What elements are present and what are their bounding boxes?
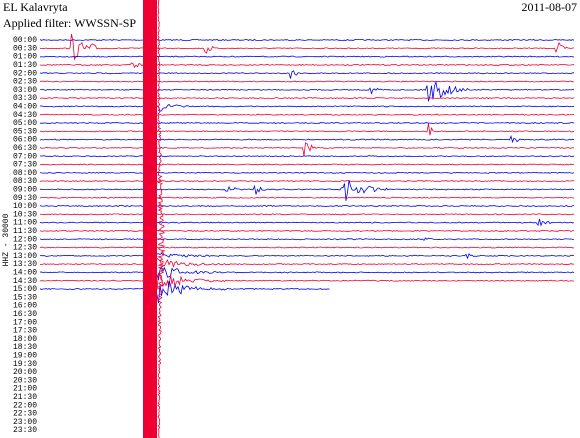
time-label: 05:30 xyxy=(13,127,37,136)
main-event-coda xyxy=(156,0,166,438)
time-label: 09:00 xyxy=(13,186,37,195)
trace xyxy=(39,70,574,79)
time-label: 17:30 xyxy=(13,327,37,336)
trace xyxy=(39,80,574,102)
time-label: 22:00 xyxy=(13,401,37,410)
time-label: 20:00 xyxy=(13,368,37,377)
time-label: 19:00 xyxy=(13,352,37,361)
trace xyxy=(39,257,575,268)
trace xyxy=(40,80,575,83)
time-label: 16:30 xyxy=(13,310,37,319)
main-event xyxy=(143,0,157,438)
time-label: 00:30 xyxy=(13,44,37,53)
trace xyxy=(39,135,575,144)
trace xyxy=(39,252,575,260)
time-label: 13:30 xyxy=(13,260,37,269)
time-label: 13:00 xyxy=(13,252,37,261)
trace xyxy=(39,123,575,136)
trace xyxy=(39,155,575,158)
trace xyxy=(39,196,575,199)
time-label: 14:00 xyxy=(13,269,37,278)
time-label: 11:30 xyxy=(13,227,37,236)
time-label: 09:30 xyxy=(13,194,37,203)
trace xyxy=(40,62,574,69)
trace xyxy=(39,237,575,242)
time-label: 10:00 xyxy=(13,202,37,211)
time-label: 23:30 xyxy=(13,426,37,435)
time-label: 18:30 xyxy=(13,343,37,352)
time-label: 12:30 xyxy=(13,244,37,253)
time-label: 01:00 xyxy=(13,53,37,62)
trace xyxy=(39,266,575,281)
trace xyxy=(39,103,575,112)
trace xyxy=(39,246,575,249)
trace xyxy=(39,163,575,166)
trace xyxy=(39,113,575,116)
time-label: 05:00 xyxy=(13,119,37,128)
time-label: 19:30 xyxy=(13,360,37,369)
time-label: 07:30 xyxy=(13,161,37,170)
trace xyxy=(39,97,575,100)
time-label: 08:30 xyxy=(13,177,37,186)
time-label: 02:30 xyxy=(13,78,37,87)
date: 2011-08-07 xyxy=(521,0,577,14)
trace xyxy=(39,213,575,216)
time-label: 04:30 xyxy=(13,111,37,120)
time-label: 17:00 xyxy=(13,318,37,327)
time-label: 15:30 xyxy=(13,293,37,302)
time-label: 03:00 xyxy=(13,86,37,95)
time-label: 07:00 xyxy=(13,152,37,161)
trace xyxy=(39,229,575,232)
time-label: 15:00 xyxy=(13,285,37,294)
time-label: 21:00 xyxy=(13,385,37,394)
time-label: 06:30 xyxy=(13,144,37,153)
trace xyxy=(39,55,575,58)
time-label: 10:30 xyxy=(13,210,37,219)
time-label: 11:00 xyxy=(13,219,37,228)
trace xyxy=(39,281,330,304)
filter: Applied filter: WWSSN-SP xyxy=(3,16,136,30)
trace xyxy=(39,122,575,124)
y-label: HHZ - 30000 xyxy=(2,213,11,266)
trace xyxy=(39,205,575,207)
time-label: 02:00 xyxy=(13,69,37,78)
trace xyxy=(39,218,575,227)
trace xyxy=(39,33,574,61)
time-label: 03:30 xyxy=(13,94,37,103)
time-label: 08:00 xyxy=(13,169,37,178)
station: EL Kalavryta xyxy=(3,0,68,14)
time-label: 01:30 xyxy=(13,61,37,70)
trace xyxy=(39,171,575,174)
time-label: 04:00 xyxy=(13,103,37,112)
time-label: 16:00 xyxy=(13,302,37,311)
trace xyxy=(39,142,575,157)
time-label: 14:30 xyxy=(13,277,37,286)
time-label: 18:00 xyxy=(13,335,37,344)
time-label: 12:00 xyxy=(13,235,37,244)
trace xyxy=(39,180,575,201)
time-label: 23:00 xyxy=(13,418,37,427)
trace xyxy=(39,272,575,290)
time-label: 06:00 xyxy=(13,136,37,145)
time-label: 21:30 xyxy=(13,393,37,402)
time-label: 22:30 xyxy=(13,410,37,419)
time-label: 20:30 xyxy=(13,376,37,385)
trace xyxy=(39,39,575,41)
trace xyxy=(40,180,575,183)
time-label: 00:00 xyxy=(13,36,37,45)
